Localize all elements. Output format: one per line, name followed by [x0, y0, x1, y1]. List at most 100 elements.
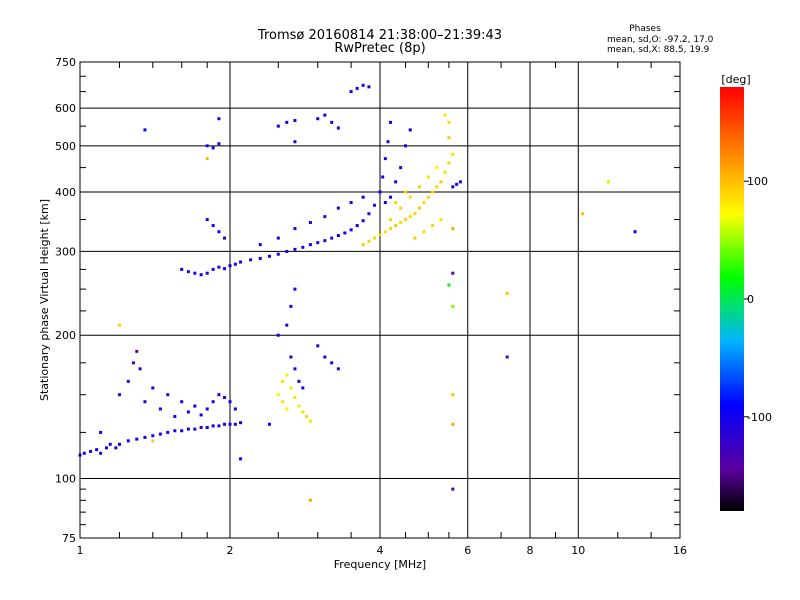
data-point — [258, 256, 262, 260]
data-point — [399, 166, 403, 170]
data-point — [323, 239, 327, 243]
plot-frame — [79, 61, 681, 539]
data-point — [301, 386, 305, 390]
data-point — [439, 180, 443, 184]
data-point — [193, 404, 197, 408]
data-point — [143, 400, 147, 404]
data-point — [361, 219, 365, 223]
data-point — [383, 230, 387, 234]
data-point — [308, 419, 312, 423]
data-point — [399, 206, 403, 210]
data-point — [205, 407, 209, 411]
data-point — [399, 221, 403, 225]
data-point — [126, 439, 130, 443]
data-point — [211, 424, 215, 428]
data-point — [293, 140, 297, 144]
data-point — [330, 120, 334, 124]
data-point — [323, 355, 327, 359]
data-point — [426, 195, 430, 199]
y-tick-label: 300 — [55, 245, 76, 258]
data-point — [426, 175, 430, 179]
data-point — [217, 265, 221, 269]
data-point — [205, 157, 209, 161]
data-point — [223, 236, 227, 240]
data-point — [361, 243, 365, 247]
data-point — [349, 228, 353, 232]
data-point — [239, 260, 243, 264]
data-point — [308, 498, 312, 502]
data-point — [293, 119, 297, 123]
data-point — [285, 323, 289, 327]
data-point — [293, 395, 297, 399]
data-point — [323, 215, 327, 219]
data-point — [413, 236, 417, 240]
data-point — [378, 233, 382, 237]
data-point — [186, 410, 190, 414]
data-point — [82, 451, 86, 455]
data-point — [276, 252, 280, 256]
data-point — [336, 367, 340, 371]
data-point — [349, 90, 353, 94]
data-point — [205, 271, 209, 275]
phases-x-stats: mean, sd,X: 88.5, 19.9 — [607, 45, 710, 55]
data-point — [408, 128, 412, 132]
data-point — [336, 234, 340, 238]
data-point — [285, 373, 289, 377]
data-point — [505, 291, 509, 295]
data-point — [211, 146, 215, 150]
data-point — [361, 83, 365, 87]
data-point — [249, 258, 253, 262]
data-point — [89, 449, 93, 453]
data-point — [117, 442, 121, 446]
data-point — [217, 230, 221, 234]
data-point — [99, 430, 103, 434]
data-point — [285, 249, 289, 253]
data-point — [367, 239, 371, 243]
data-point — [143, 128, 147, 132]
data-point — [217, 117, 221, 121]
y-tick-label: 600 — [55, 102, 76, 115]
y-tick-label: 750 — [55, 56, 76, 69]
colorbar-tick-label: 100 — [747, 175, 768, 188]
data-point — [281, 379, 285, 383]
data-point — [383, 201, 387, 205]
data-point — [447, 136, 451, 140]
data-point — [151, 434, 155, 438]
data-point — [138, 367, 142, 371]
data-point — [447, 283, 451, 287]
data-point — [95, 448, 99, 452]
data-point — [114, 446, 118, 450]
data-point — [276, 124, 280, 128]
data-point — [211, 267, 215, 271]
data-point — [297, 404, 301, 408]
chart-subtitle: RwPretec (8p) — [334, 41, 425, 56]
data-point — [451, 152, 455, 156]
data-point — [151, 439, 155, 443]
data-point — [422, 201, 426, 205]
data-point — [633, 230, 637, 234]
data-point — [99, 451, 103, 455]
data-point — [117, 393, 121, 397]
y-tick-label: 100 — [55, 473, 76, 486]
data-point — [308, 221, 312, 225]
y-axis-label: Stationary phase Virtual Height [km] — [38, 199, 51, 401]
colorbar-ticks: 100 0 -100 — [744, 175, 772, 424]
data-point — [281, 400, 285, 404]
data-point — [389, 227, 393, 231]
data-point — [205, 218, 209, 222]
data-point — [289, 355, 293, 359]
data-point — [367, 212, 371, 216]
data-point — [223, 422, 227, 426]
data-point — [451, 227, 455, 231]
data-point — [389, 195, 393, 199]
data-point — [126, 379, 130, 383]
data-point — [217, 142, 221, 146]
data-point — [373, 203, 377, 207]
data-point — [186, 427, 190, 431]
data-point — [394, 224, 398, 228]
data-point — [217, 424, 221, 428]
data-point — [378, 190, 382, 194]
phases-heading: Phases — [629, 24, 661, 34]
colorbar-tick-label: -100 — [747, 411, 772, 424]
data-point — [458, 180, 462, 184]
